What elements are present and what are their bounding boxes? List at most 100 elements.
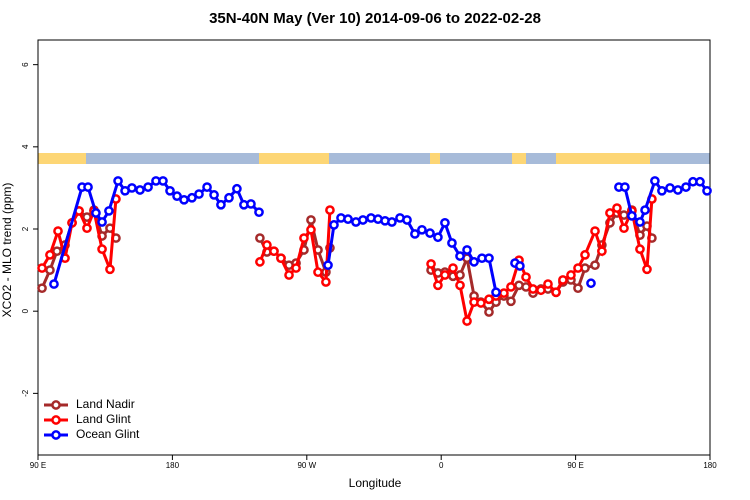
data-point bbox=[255, 257, 265, 267]
data-point bbox=[45, 250, 55, 260]
data-point bbox=[590, 260, 600, 271]
x-tick-label: 90 E bbox=[30, 461, 46, 470]
data-point bbox=[455, 280, 465, 291]
data-point bbox=[49, 279, 59, 289]
data-point bbox=[52, 246, 62, 257]
data-point bbox=[650, 176, 660, 186]
data-point bbox=[521, 272, 531, 282]
data-point bbox=[172, 191, 182, 201]
x-tick-label: 180 bbox=[166, 461, 180, 470]
data-point bbox=[635, 244, 645, 254]
data-point bbox=[83, 182, 93, 192]
data-point bbox=[158, 176, 168, 186]
data-point bbox=[135, 185, 145, 195]
data-point bbox=[127, 183, 137, 193]
x-tick-label: 0 bbox=[439, 461, 444, 470]
y-tick-label: -2 bbox=[21, 389, 30, 397]
data-point bbox=[343, 214, 353, 224]
data-point bbox=[262, 240, 272, 250]
data-point bbox=[433, 280, 443, 291]
data-point bbox=[425, 228, 435, 238]
data-point bbox=[448, 263, 458, 273]
data-point bbox=[506, 296, 516, 307]
data-point bbox=[573, 263, 583, 273]
data-point bbox=[597, 246, 607, 257]
data-point bbox=[143, 182, 153, 192]
data-point bbox=[462, 316, 472, 326]
data-point bbox=[551, 287, 561, 298]
x-tick-label: 180 bbox=[703, 461, 717, 470]
land-strip bbox=[512, 153, 526, 164]
data-point bbox=[515, 261, 525, 271]
data-point bbox=[702, 185, 712, 196]
land-strip bbox=[556, 153, 650, 164]
series-line bbox=[52, 177, 709, 293]
data-point bbox=[358, 215, 368, 225]
data-point bbox=[673, 185, 683, 195]
legend-label: Ocean Glint bbox=[76, 427, 140, 441]
data-point bbox=[306, 224, 316, 235]
data-point bbox=[113, 176, 123, 186]
data-point bbox=[642, 264, 652, 275]
data-point bbox=[695, 176, 705, 187]
data-point bbox=[506, 282, 516, 292]
data-point bbox=[179, 194, 189, 205]
data-point bbox=[440, 217, 450, 228]
data-point bbox=[681, 182, 691, 192]
data-point bbox=[620, 182, 630, 192]
data-point bbox=[635, 217, 645, 227]
data-point bbox=[194, 189, 204, 199]
data-point bbox=[323, 260, 333, 271]
data-point bbox=[543, 279, 553, 289]
y-axis-label: XCO2 - MLO trend (ppm) bbox=[0, 183, 14, 318]
data-point bbox=[291, 263, 301, 273]
data-point bbox=[536, 285, 546, 296]
data-point bbox=[440, 270, 450, 280]
data-point bbox=[528, 284, 538, 294]
y-tick-label: 6 bbox=[21, 62, 30, 67]
data-point bbox=[232, 183, 242, 194]
data-point bbox=[269, 246, 279, 257]
data-point bbox=[462, 245, 472, 255]
data-point bbox=[605, 208, 615, 218]
x-tick-label: 90 W bbox=[297, 461, 316, 470]
data-point bbox=[224, 192, 234, 203]
plot-frame bbox=[37, 39, 711, 456]
data-point bbox=[387, 217, 397, 227]
data-point bbox=[455, 251, 465, 261]
data-point bbox=[165, 185, 175, 196]
data-point bbox=[276, 253, 286, 264]
data-point bbox=[573, 283, 583, 294]
data-point bbox=[476, 298, 486, 308]
data-point bbox=[499, 288, 509, 298]
data-point bbox=[246, 199, 256, 209]
data-point bbox=[325, 205, 335, 215]
data-point bbox=[665, 183, 675, 193]
data-point bbox=[97, 217, 107, 227]
data-point bbox=[284, 270, 294, 280]
data-point bbox=[216, 199, 226, 210]
data-point bbox=[627, 211, 637, 221]
land-ocean-strip bbox=[38, 153, 710, 164]
data-point bbox=[299, 233, 309, 243]
legend-marker bbox=[51, 430, 61, 440]
y-tick-label: 0 bbox=[21, 308, 30, 313]
data-point bbox=[105, 264, 115, 275]
legend-label: Land Glint bbox=[76, 412, 131, 426]
data-point bbox=[484, 253, 494, 264]
data-point bbox=[97, 244, 107, 254]
data-point bbox=[484, 307, 494, 317]
data-point bbox=[255, 233, 265, 243]
y-tick-label: 2 bbox=[21, 226, 30, 231]
data-point bbox=[104, 206, 114, 216]
data-point bbox=[657, 185, 667, 196]
data-point bbox=[306, 215, 316, 225]
data-point bbox=[426, 259, 436, 269]
data-point bbox=[187, 192, 197, 203]
y-tick-label: 4 bbox=[21, 144, 30, 149]
data-point bbox=[37, 263, 47, 273]
data-point bbox=[417, 224, 427, 235]
